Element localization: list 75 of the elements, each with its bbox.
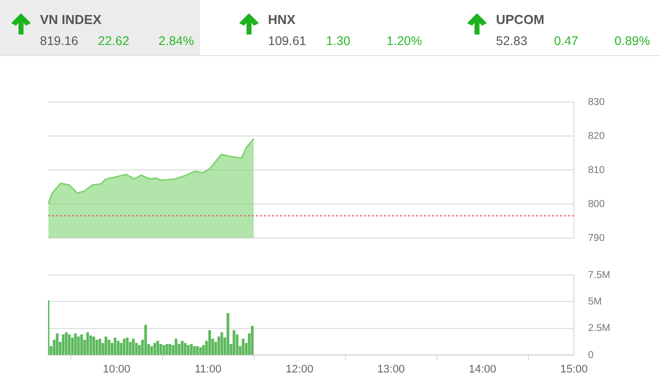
bar bbox=[64, 332, 68, 355]
bar bbox=[196, 346, 199, 355]
y-tick-label: 810 bbox=[588, 164, 606, 176]
bar bbox=[184, 342, 187, 355]
bar bbox=[92, 336, 96, 355]
bar bbox=[168, 344, 172, 355]
bar bbox=[186, 345, 190, 355]
x-tick-label: 15:00 bbox=[560, 364, 588, 376]
bar bbox=[174, 338, 178, 355]
y-tick-label: 0 bbox=[588, 350, 594, 361]
text: VN INDEX bbox=[40, 12, 102, 27]
y-tick-label: 820 bbox=[588, 130, 606, 142]
bar bbox=[236, 334, 238, 355]
bar bbox=[199, 347, 202, 355]
bar bbox=[208, 330, 211, 355]
bar bbox=[116, 340, 120, 355]
text: 2.84% bbox=[158, 34, 194, 48]
bar bbox=[122, 338, 126, 355]
x-tick-label: 14:00 bbox=[468, 364, 496, 376]
y-tick-label: 800 bbox=[588, 198, 606, 210]
text: 1.30 bbox=[326, 34, 352, 48]
text: 109.61 bbox=[268, 34, 308, 48]
bar bbox=[62, 334, 65, 355]
y-tick-label: 5M bbox=[588, 296, 602, 308]
bar bbox=[202, 345, 205, 355]
bar bbox=[250, 326, 254, 355]
bar bbox=[98, 338, 102, 355]
bar bbox=[153, 342, 156, 355]
bar bbox=[86, 332, 89, 355]
bar bbox=[56, 333, 58, 355]
bar bbox=[126, 338, 129, 355]
bar bbox=[232, 330, 236, 355]
bar bbox=[95, 340, 98, 355]
text: 819.16 bbox=[40, 34, 80, 48]
text: UPCOM bbox=[496, 12, 544, 27]
bar bbox=[220, 332, 224, 355]
bar bbox=[89, 335, 92, 355]
bar bbox=[77, 336, 80, 355]
bar bbox=[193, 346, 196, 355]
bar bbox=[190, 344, 193, 355]
bar bbox=[68, 334, 71, 355]
bar bbox=[242, 338, 244, 355]
y-tick-label: 830 bbox=[588, 96, 606, 108]
y-tick-label: 7.5M bbox=[588, 270, 610, 281]
text: 1.20% bbox=[386, 34, 422, 48]
x-tick-label: 12:00 bbox=[286, 364, 314, 376]
x-tick-label: 11:00 bbox=[194, 364, 222, 376]
text: HNX bbox=[268, 12, 296, 27]
text: 0.89% bbox=[614, 34, 650, 48]
bar bbox=[108, 340, 110, 355]
bar bbox=[150, 346, 153, 355]
text: 52.83 bbox=[496, 34, 528, 48]
x-tick-label: 10:00 bbox=[102, 364, 130, 376]
bar bbox=[159, 344, 162, 355]
bar bbox=[226, 313, 230, 355]
bar bbox=[180, 340, 184, 355]
bar bbox=[74, 333, 77, 355]
bar bbox=[120, 342, 123, 355]
bar bbox=[144, 324, 147, 355]
bar bbox=[129, 342, 132, 355]
y-tick-label: 2.5M bbox=[588, 323, 610, 334]
text: 22.62 bbox=[98, 34, 130, 48]
bar bbox=[217, 336, 220, 355]
bar bbox=[135, 342, 138, 355]
y-tick-label: 790 bbox=[588, 232, 606, 244]
bar bbox=[132, 338, 135, 355]
bar bbox=[114, 338, 116, 355]
text: 0.47 bbox=[554, 34, 580, 48]
bar bbox=[162, 345, 166, 355]
bar bbox=[71, 338, 74, 355]
x-tick-label: 13:00 bbox=[377, 364, 405, 376]
bar bbox=[104, 336, 108, 355]
bar bbox=[80, 334, 83, 355]
bar bbox=[166, 344, 168, 355]
bar bbox=[156, 340, 160, 355]
